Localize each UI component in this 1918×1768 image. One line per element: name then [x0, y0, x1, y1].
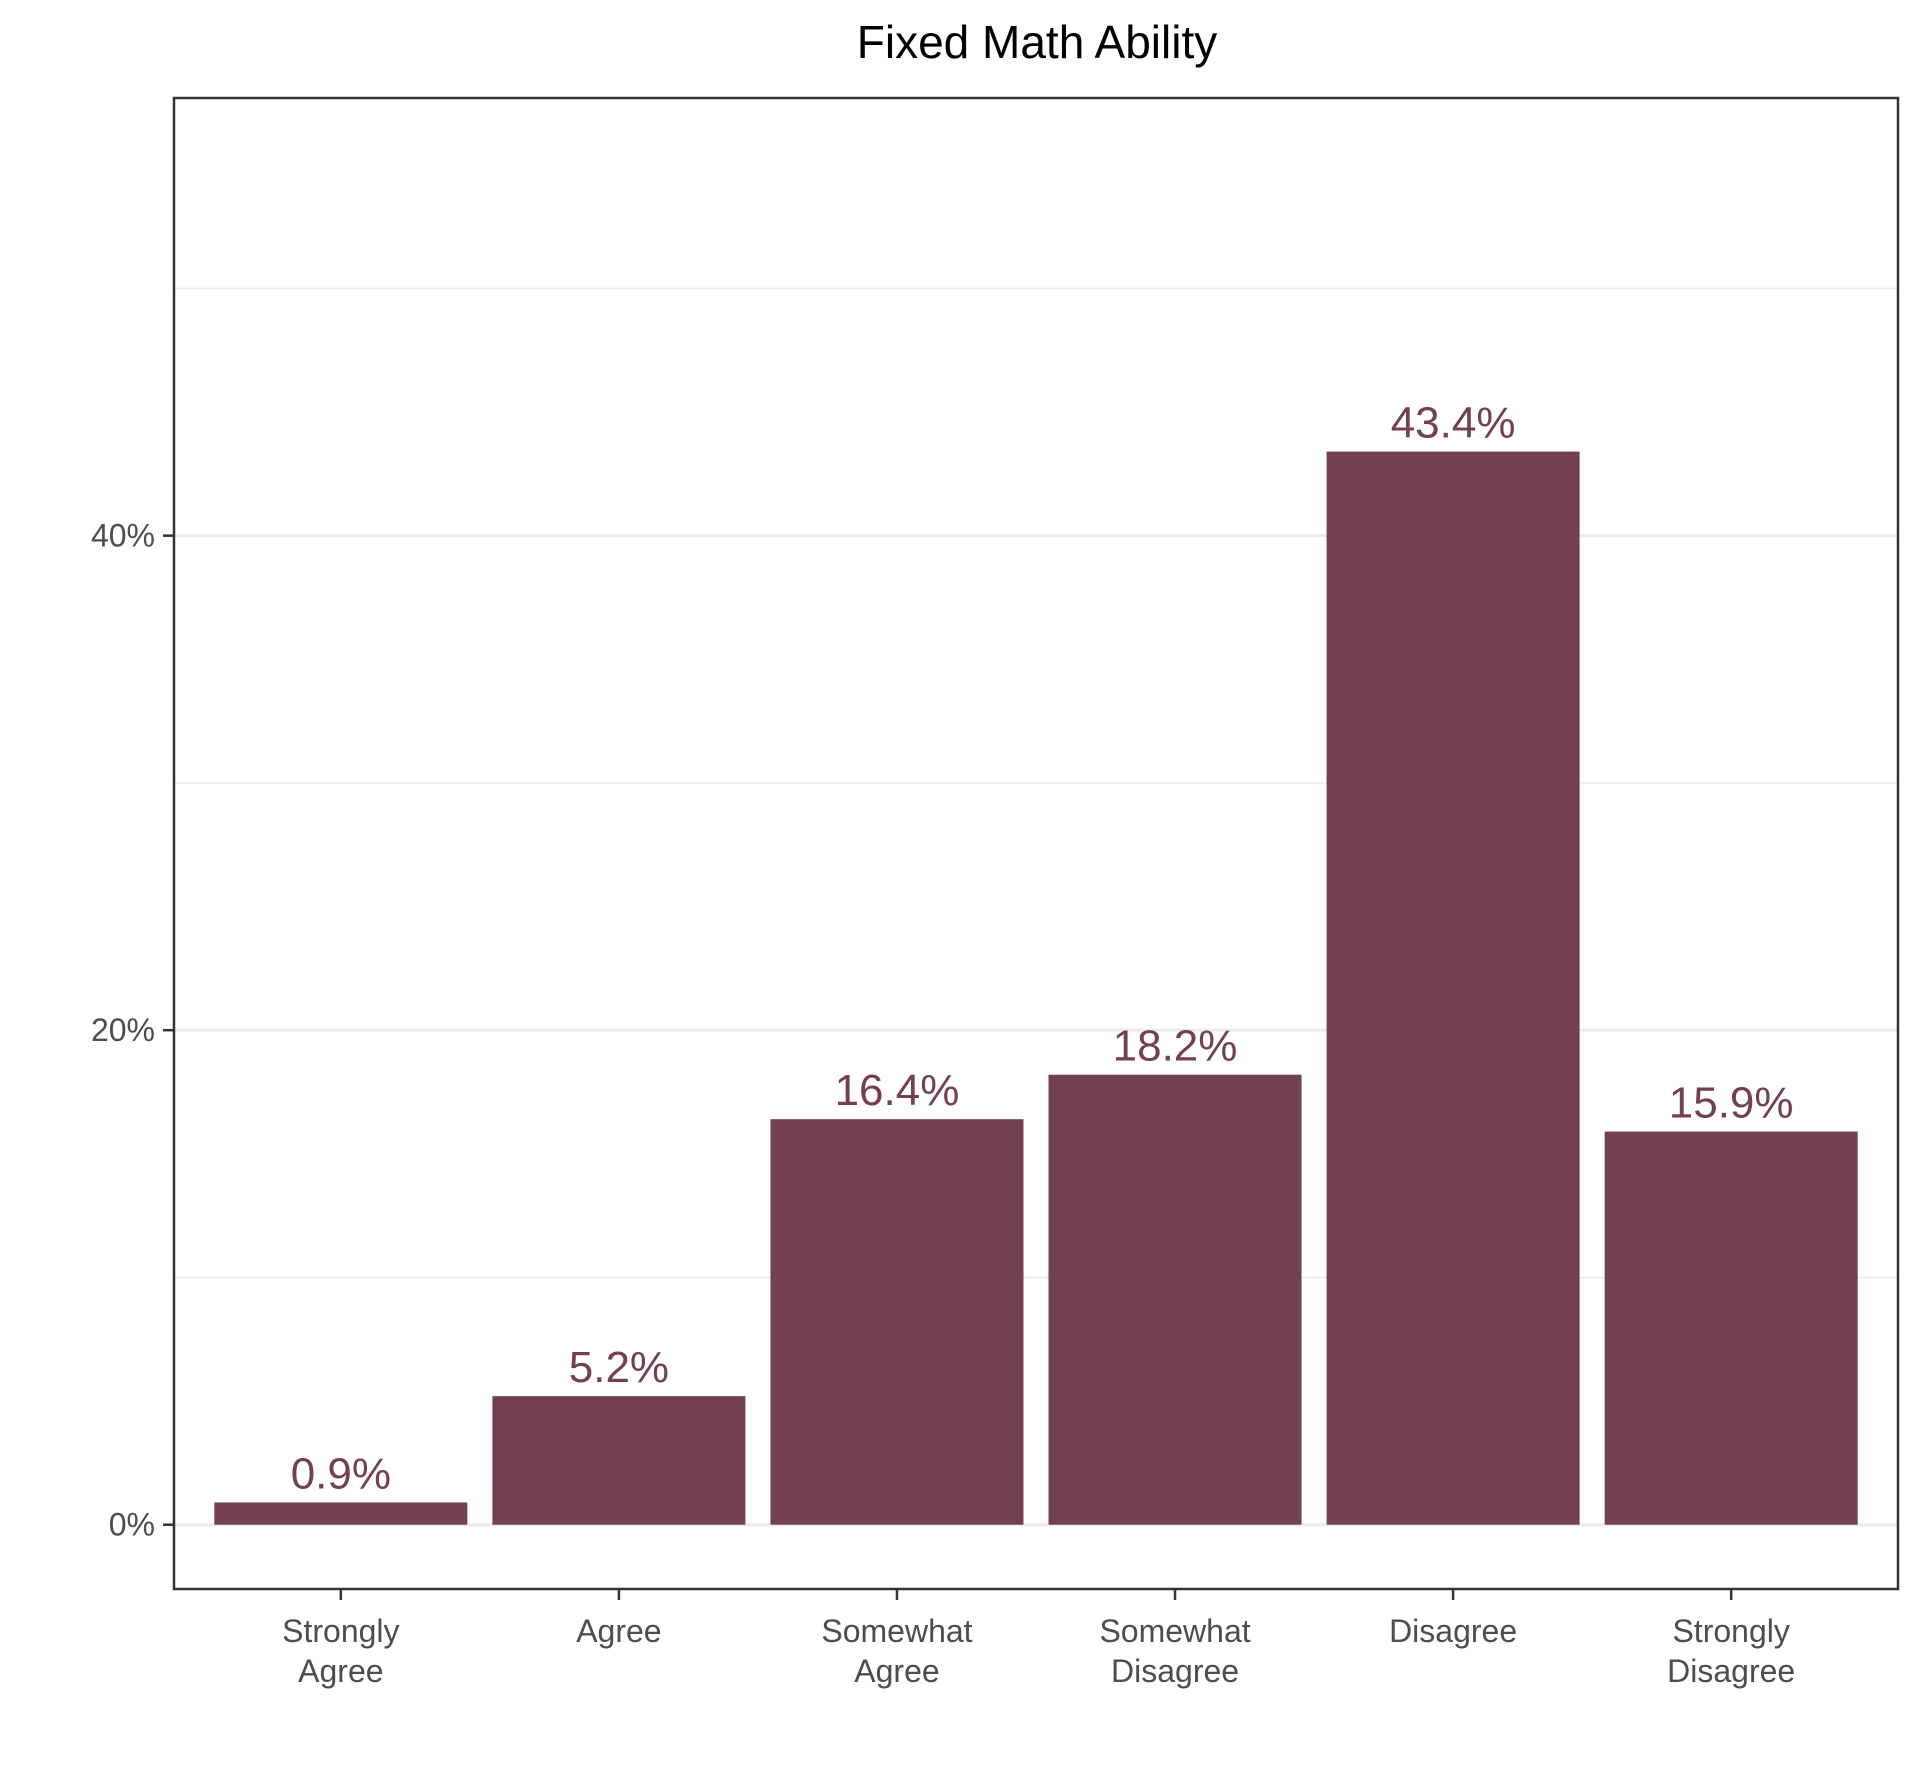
- data-label: 15.9%: [1669, 1079, 1794, 1128]
- x-tick-label-line: Strongly: [1672, 1613, 1789, 1649]
- data-label: 43.4%: [1391, 399, 1516, 448]
- y-axis: 0% 20% 40%: [91, 518, 174, 1543]
- x-tick-label: Strongly Agree: [282, 1613, 399, 1689]
- y-tick-label: 20%: [91, 1012, 155, 1048]
- bar: [1048, 1074, 1302, 1525]
- bar: [1604, 1131, 1858, 1525]
- x-tick-label-line: Agree: [298, 1653, 383, 1689]
- data-label: 0.9%: [291, 1449, 391, 1498]
- x-tick-label-line: Somewhat: [1099, 1613, 1250, 1649]
- x-tick-label: Somewhat Disagree: [1099, 1613, 1250, 1689]
- x-tick-label: Strongly Disagree: [1667, 1613, 1795, 1689]
- x-tick-label-line: Disagree: [1389, 1613, 1517, 1649]
- x-axis: Strongly Agree Agree Somewhat Agree Somewhat D…: [282, 1589, 1795, 1689]
- x-tick-label-line: Agree: [576, 1613, 661, 1649]
- data-label: 16.4%: [835, 1066, 960, 1115]
- x-tick-label: Disagree: [1389, 1613, 1517, 1649]
- y-tick-label: 40%: [91, 518, 155, 554]
- bar: [214, 1502, 468, 1525]
- bar: [770, 1119, 1024, 1525]
- x-tick-label-line: Disagree: [1667, 1653, 1795, 1689]
- plot-panel-border: [172, 96, 1900, 1591]
- x-tick-label: Somewhat Agree: [821, 1613, 972, 1689]
- chart-title: Fixed Math Ability: [857, 16, 1217, 68]
- data-label: 18.2%: [1113, 1022, 1238, 1071]
- bars: [214, 451, 1858, 1525]
- x-tick-label: Agree: [576, 1613, 661, 1649]
- y-tick-label: 0%: [109, 1507, 155, 1543]
- data-labels: 0.9% 5.2% 16.4% 18.2% 43.4% 15.9%: [291, 399, 1794, 1499]
- bar: [1326, 451, 1580, 1525]
- x-tick-label-line: Strongly: [282, 1613, 399, 1649]
- x-tick-label-line: Somewhat: [821, 1613, 972, 1649]
- x-tick-label-line: Agree: [854, 1653, 939, 1689]
- data-label: 5.2%: [569, 1343, 669, 1392]
- bar: [492, 1396, 746, 1525]
- x-tick-label-line: Disagree: [1111, 1653, 1239, 1689]
